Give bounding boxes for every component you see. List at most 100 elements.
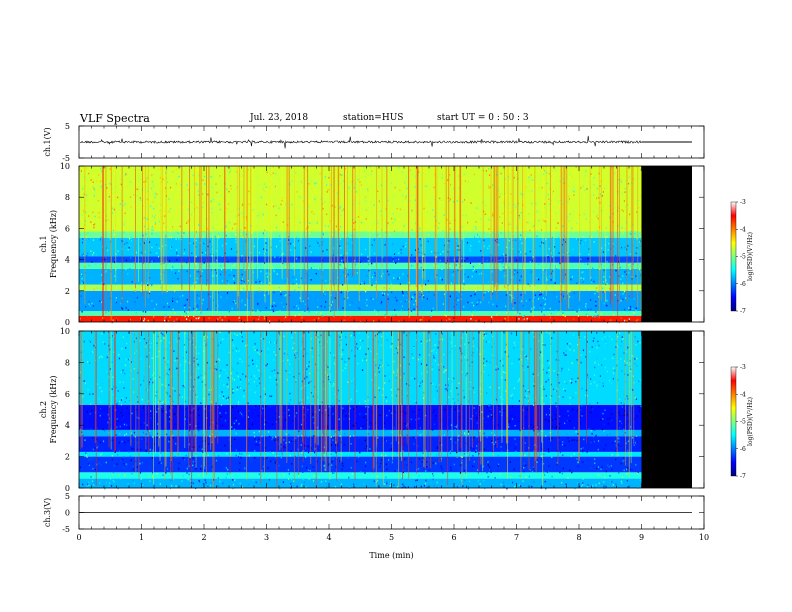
spectrogram-speck [478,299,480,301]
spectrogram-speck [456,303,458,306]
spectrogram-speck [143,225,146,228]
spectrogram-speck [568,440,570,443]
spectrogram-speck [192,386,195,388]
spectrogram-speck [262,213,264,216]
spectrogram-speck [251,260,253,263]
spectrogram-speck [173,270,175,272]
spectrogram-streak [206,166,207,286]
spectrogram-speck [321,315,323,317]
spectrogram-speck [106,249,109,252]
spectrogram-speck [253,245,256,248]
spectrogram-speck [634,358,636,360]
spectrogram-speck [391,291,393,294]
spectrogram-streak [496,166,497,300]
spectrogram-speck [111,361,113,363]
spectrogram-speck [91,261,93,263]
spectrogram-speck [636,319,638,322]
spectrogram-speck [282,278,284,281]
spectrogram-speck [382,272,384,275]
spectrogram-speck [469,249,471,252]
spectrogram-speck [334,280,336,283]
spectrogram-speck [415,249,417,251]
spectrogram-speck [379,414,381,416]
spectrogram-speck [550,279,552,281]
spectrogram-speck [79,466,81,469]
spectrogram-speck [533,481,535,483]
spectrogram-speck [562,396,564,398]
spectrogram-speck [490,471,492,473]
spectrogram-speck [303,226,305,229]
spectrogram-speck [115,297,117,299]
spectrogram-speck [607,344,609,347]
spectrogram-speck [217,232,219,235]
spectrogram-speck [340,214,342,217]
spectrogram-speck [450,438,452,440]
spectrogram-speck [93,187,95,190]
spectrogram-speck [201,362,203,365]
spectrogram-speck [322,269,324,271]
spectrogram-speck [396,299,398,302]
spectrogram-speck [599,185,601,187]
spectrogram-speck [123,204,125,207]
spectrogram-speck [426,364,428,366]
spectrogram-speck [262,283,264,285]
spectrogram-speck [636,247,638,249]
spectrogram-speck [446,319,448,322]
spectrogram-speck [451,273,453,275]
spectrogram-speck [265,292,267,294]
spectrogram-speck [420,485,422,488]
spectrogram-speck [341,259,343,262]
spectrogram-speck [257,444,259,446]
spectrogram-speck [241,204,244,206]
spectrogram-speck [154,223,156,226]
spectrogram-speck [344,267,347,270]
spectrogram-speck [481,256,483,258]
spectrogram-speck [371,289,373,291]
spectrogram-speck [356,191,358,193]
spectrogram-speck [522,348,524,351]
spectrogram-speck [181,396,183,398]
spectrogram-speck [612,442,614,444]
spectrogram-speck [190,285,192,287]
spectrogram-speck [583,438,585,441]
spectrogram-speck [372,314,374,316]
spectrogram-speck [628,262,630,264]
spectrogram-speck [417,467,420,470]
spectrogram-speck [470,447,472,449]
spectrogram-speck [468,236,471,238]
spectrogram-speck [117,487,119,490]
spectrogram-speck [552,316,554,318]
spectrogram-speck [215,432,217,435]
spectrogram-speck [345,415,347,417]
spectrogram-speck [86,199,89,201]
spectrogram-speck [142,484,144,486]
spectrogram-speck [423,296,425,298]
spectrogram-streak [522,166,524,304]
spectrogram-speck [318,476,320,479]
spectrogram-speck [632,308,634,310]
spectrogram-speck [501,215,503,217]
spectrogram-speck [572,230,575,233]
spectrogram-speck [513,341,515,344]
spectrogram-speck [541,459,543,461]
spectrogram-speck [440,201,442,203]
spectrogram-speck [339,173,341,176]
spectrogram-speck [107,352,109,355]
spectrogram-streak [307,166,309,311]
spectrogram-speck [273,205,275,208]
spectrogram-speck [248,409,250,412]
spectrogram-speck [351,382,353,385]
spectrogram-speck [261,412,263,415]
spectrogram-speck [343,271,345,274]
spectrogram-speck [540,455,542,458]
spectrogram-speck [106,202,108,205]
spectrogram-speck [626,413,628,416]
spectrogram-speck [577,315,580,317]
spectrogram-speck [473,173,475,176]
spectrogram-speck [625,270,627,272]
spectrogram-speck [621,226,623,229]
spectrogram-speck [428,199,430,201]
spectrogram-speck [94,481,96,484]
spectrogram-speck [620,462,622,465]
spectrogram-speck [225,226,227,228]
